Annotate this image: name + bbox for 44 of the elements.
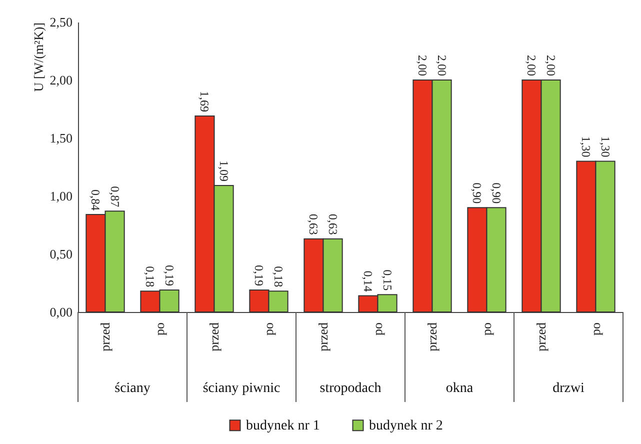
- data-label: 0,14: [361, 270, 376, 292]
- y-tick-label: 2,50: [50, 14, 72, 30]
- data-label: 0,84: [88, 190, 103, 211]
- x-tick-label: po: [260, 322, 276, 336]
- data-label: 2,00: [524, 55, 539, 76]
- y-tick-label: 0,50: [50, 246, 72, 262]
- data-label: 2,00: [416, 55, 430, 76]
- data-label: 1,30: [579, 136, 594, 158]
- data-label: 0,87: [108, 186, 122, 208]
- y-tick-label: 2,00: [50, 72, 72, 88]
- data-label: 1,30: [598, 136, 612, 158]
- data-label: 0,19: [252, 264, 266, 286]
- text: drzwi: [552, 381, 585, 396]
- x-tick-label: po: [370, 322, 385, 336]
- y-tick-label: 0,00: [50, 304, 72, 320]
- x-tick-label: przed: [97, 322, 112, 352]
- x-tick-label: przed: [424, 322, 440, 352]
- data-label: 0,90: [470, 182, 484, 204]
- data-label: 0,19: [162, 264, 176, 286]
- data-label: 2,00: [544, 55, 558, 76]
- data-label: 0,63: [306, 214, 321, 235]
- text: stropodach: [320, 381, 382, 396]
- y-tick-label: 1,00: [50, 188, 72, 204]
- x-tick-label: przed: [206, 322, 222, 352]
- x-tick-label: po: [152, 322, 167, 336]
- data-label: 0,63: [326, 214, 340, 235]
- x-tick-label: przed: [315, 322, 330, 352]
- data-label: 2,00: [434, 55, 449, 76]
- x-tick-label: po: [588, 322, 603, 336]
- text: ściany piwnic: [202, 381, 280, 396]
- y-axis-title: U [W/(m²K)]: [30, 22, 46, 92]
- legend-label: budynek nr 1: [246, 418, 320, 434]
- data-label: 0,90: [489, 182, 504, 204]
- data-label: 1,69: [198, 90, 212, 112]
- text: ściany: [114, 381, 150, 396]
- x-tick-label: po: [478, 322, 494, 336]
- legend-label: budynek nr 2: [369, 418, 443, 434]
- data-label: 0,15: [380, 270, 394, 291]
- text: okna: [446, 381, 474, 396]
- data-label: 1,09: [216, 160, 231, 182]
- data-label: 0,18: [143, 266, 158, 288]
- x-tick-label: przed: [533, 322, 548, 352]
- y-tick-label: 1,50: [50, 130, 72, 146]
- data-label: 0,18: [271, 266, 286, 288]
